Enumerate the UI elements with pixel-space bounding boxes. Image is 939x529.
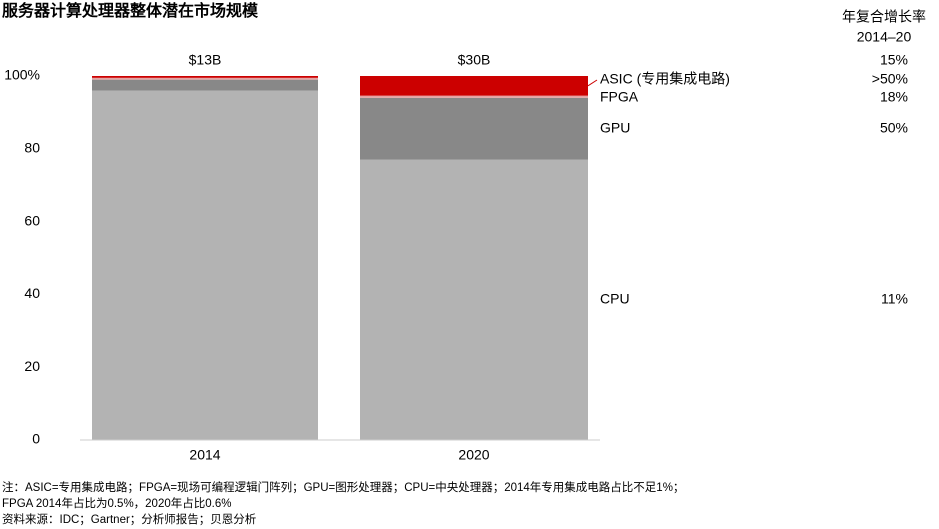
bar-segment [92, 90, 318, 440]
legend-label: GPU [600, 119, 630, 135]
y-tick-label: 80 [24, 140, 40, 156]
y-tick-label: 0 [32, 431, 40, 447]
x-tick-label: 2014 [189, 447, 220, 463]
total-cagr: 15% [880, 52, 908, 68]
cagr-label: 18% [880, 89, 908, 105]
y-tick-label: 60 [24, 212, 40, 228]
bar-segment [360, 159, 588, 440]
cagr-header: 2014–20 [857, 29, 912, 45]
bar-segment [360, 76, 588, 96]
legend-label: CPU [600, 291, 630, 307]
cagr-label: >50% [872, 71, 908, 87]
footnote: 注：ASIC=专用集成电路；FPGA=现场可编程逻辑门阵列；GPU=图形处理器；… [2, 480, 684, 494]
leader-line [587, 79, 598, 87]
chart-title: 服务器计算处理器整体潜在市场规模 [2, 1, 259, 20]
y-tick-label: 100% [4, 67, 40, 83]
cagr-header: 年复合增长率 [842, 9, 926, 25]
bar-segment [92, 79, 318, 91]
y-tick-label: 20 [24, 358, 40, 374]
total-label: $13B [189, 52, 222, 68]
total-label: $30B [458, 52, 491, 68]
bar-segment [92, 76, 318, 78]
cagr-label: 50% [880, 119, 908, 135]
footnote: FPGA 2014年占比为0.5%，2020年占比0.6% [2, 496, 231, 510]
footnote: 资料来源：IDC；Gartner；分析师报告；贝恩分析 [2, 512, 256, 526]
bar-segment [360, 97, 588, 160]
legend-label: FPGA [600, 89, 639, 105]
bar-segment [92, 77, 318, 80]
x-tick-label: 2020 [458, 447, 489, 463]
cagr-label: 11% [881, 291, 908, 307]
bar-segment [360, 95, 588, 98]
legend-label: ASIC (专用集成电路) [600, 71, 730, 87]
y-tick-label: 40 [24, 285, 40, 301]
